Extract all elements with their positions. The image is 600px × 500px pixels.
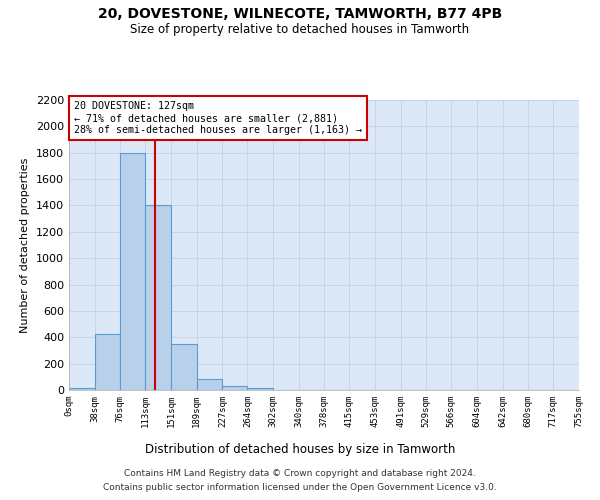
Text: Contains public sector information licensed under the Open Government Licence v3: Contains public sector information licen… (103, 484, 497, 492)
Bar (145, 206, 171, 390)
Text: 20 DOVESTONE: 127sqm
← 71% of detached houses are smaller (2,881)
28% of semi-de: 20 DOVESTONE: 127sqm ← 71% of detached h… (74, 102, 362, 134)
Bar (171, 344, 197, 390)
Text: Distribution of detached houses by size in Tamworth: Distribution of detached houses by size … (145, 442, 455, 456)
Bar (247, 388, 273, 390)
Bar (223, 386, 247, 390)
Text: 20, DOVESTONE, WILNECOTE, TAMWORTH, B77 4PB: 20, DOVESTONE, WILNECOTE, TAMWORTH, B77 … (98, 8, 502, 22)
Text: Contains HM Land Registry data © Crown copyright and database right 2024.: Contains HM Land Registry data © Crown c… (124, 468, 476, 477)
Bar (121, 152, 145, 390)
Bar (69, 388, 95, 390)
Bar (197, 380, 223, 390)
Bar (95, 334, 121, 390)
Text: Size of property relative to detached houses in Tamworth: Size of property relative to detached ho… (130, 22, 470, 36)
Y-axis label: Number of detached properties: Number of detached properties (20, 158, 31, 332)
